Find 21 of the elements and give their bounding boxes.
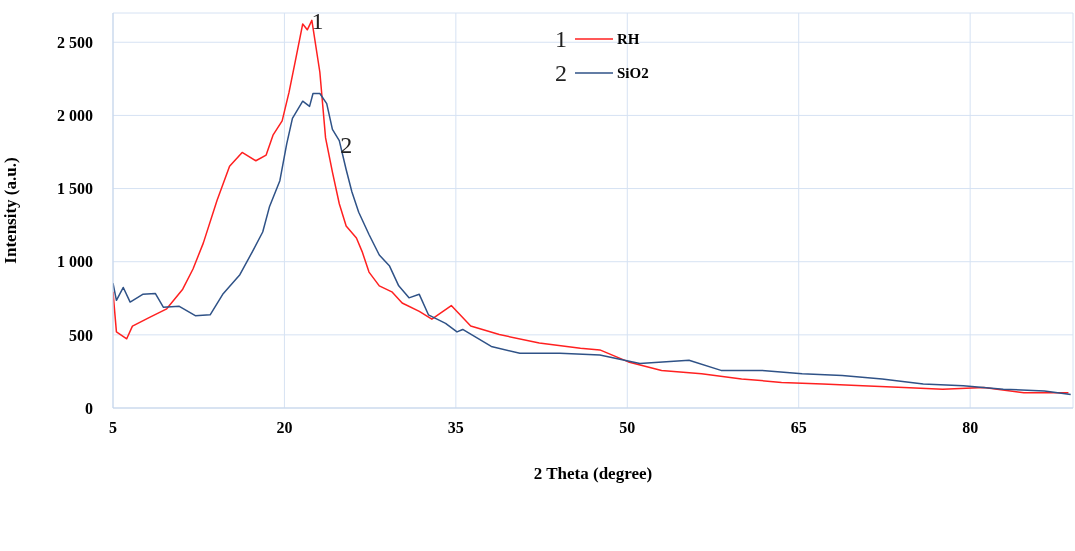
y-tick-label: 0 xyxy=(85,399,93,417)
y-axis-title: Intensity (a.u.) xyxy=(1,157,21,264)
x-tick-label: 5 xyxy=(109,419,117,437)
y-tick-label: 2 500 xyxy=(57,33,93,51)
annotation: 1 xyxy=(311,7,324,34)
line-series xyxy=(113,92,1072,396)
x-tick-label: 80 xyxy=(962,419,979,437)
annotation: 1 xyxy=(555,25,568,53)
legend-label: SiO2 xyxy=(617,64,649,82)
annotation: 2 xyxy=(555,59,568,87)
x-tick-label: 35 xyxy=(447,419,464,437)
x-axis-title: 2 Theta (degree) xyxy=(533,464,653,483)
x-tick-label: 65 xyxy=(790,419,807,437)
y-tick-label: 1 000 xyxy=(57,253,93,271)
legend-label: RH xyxy=(617,30,640,48)
annotation: 2 xyxy=(340,132,353,159)
x-tick-label: 20 xyxy=(276,419,293,437)
x-tick-label: 50 xyxy=(619,419,636,437)
y-tick-label: 1 500 xyxy=(57,180,93,198)
y-tick-label: 500 xyxy=(69,326,93,344)
y-tick-label: 2 000 xyxy=(57,107,93,125)
